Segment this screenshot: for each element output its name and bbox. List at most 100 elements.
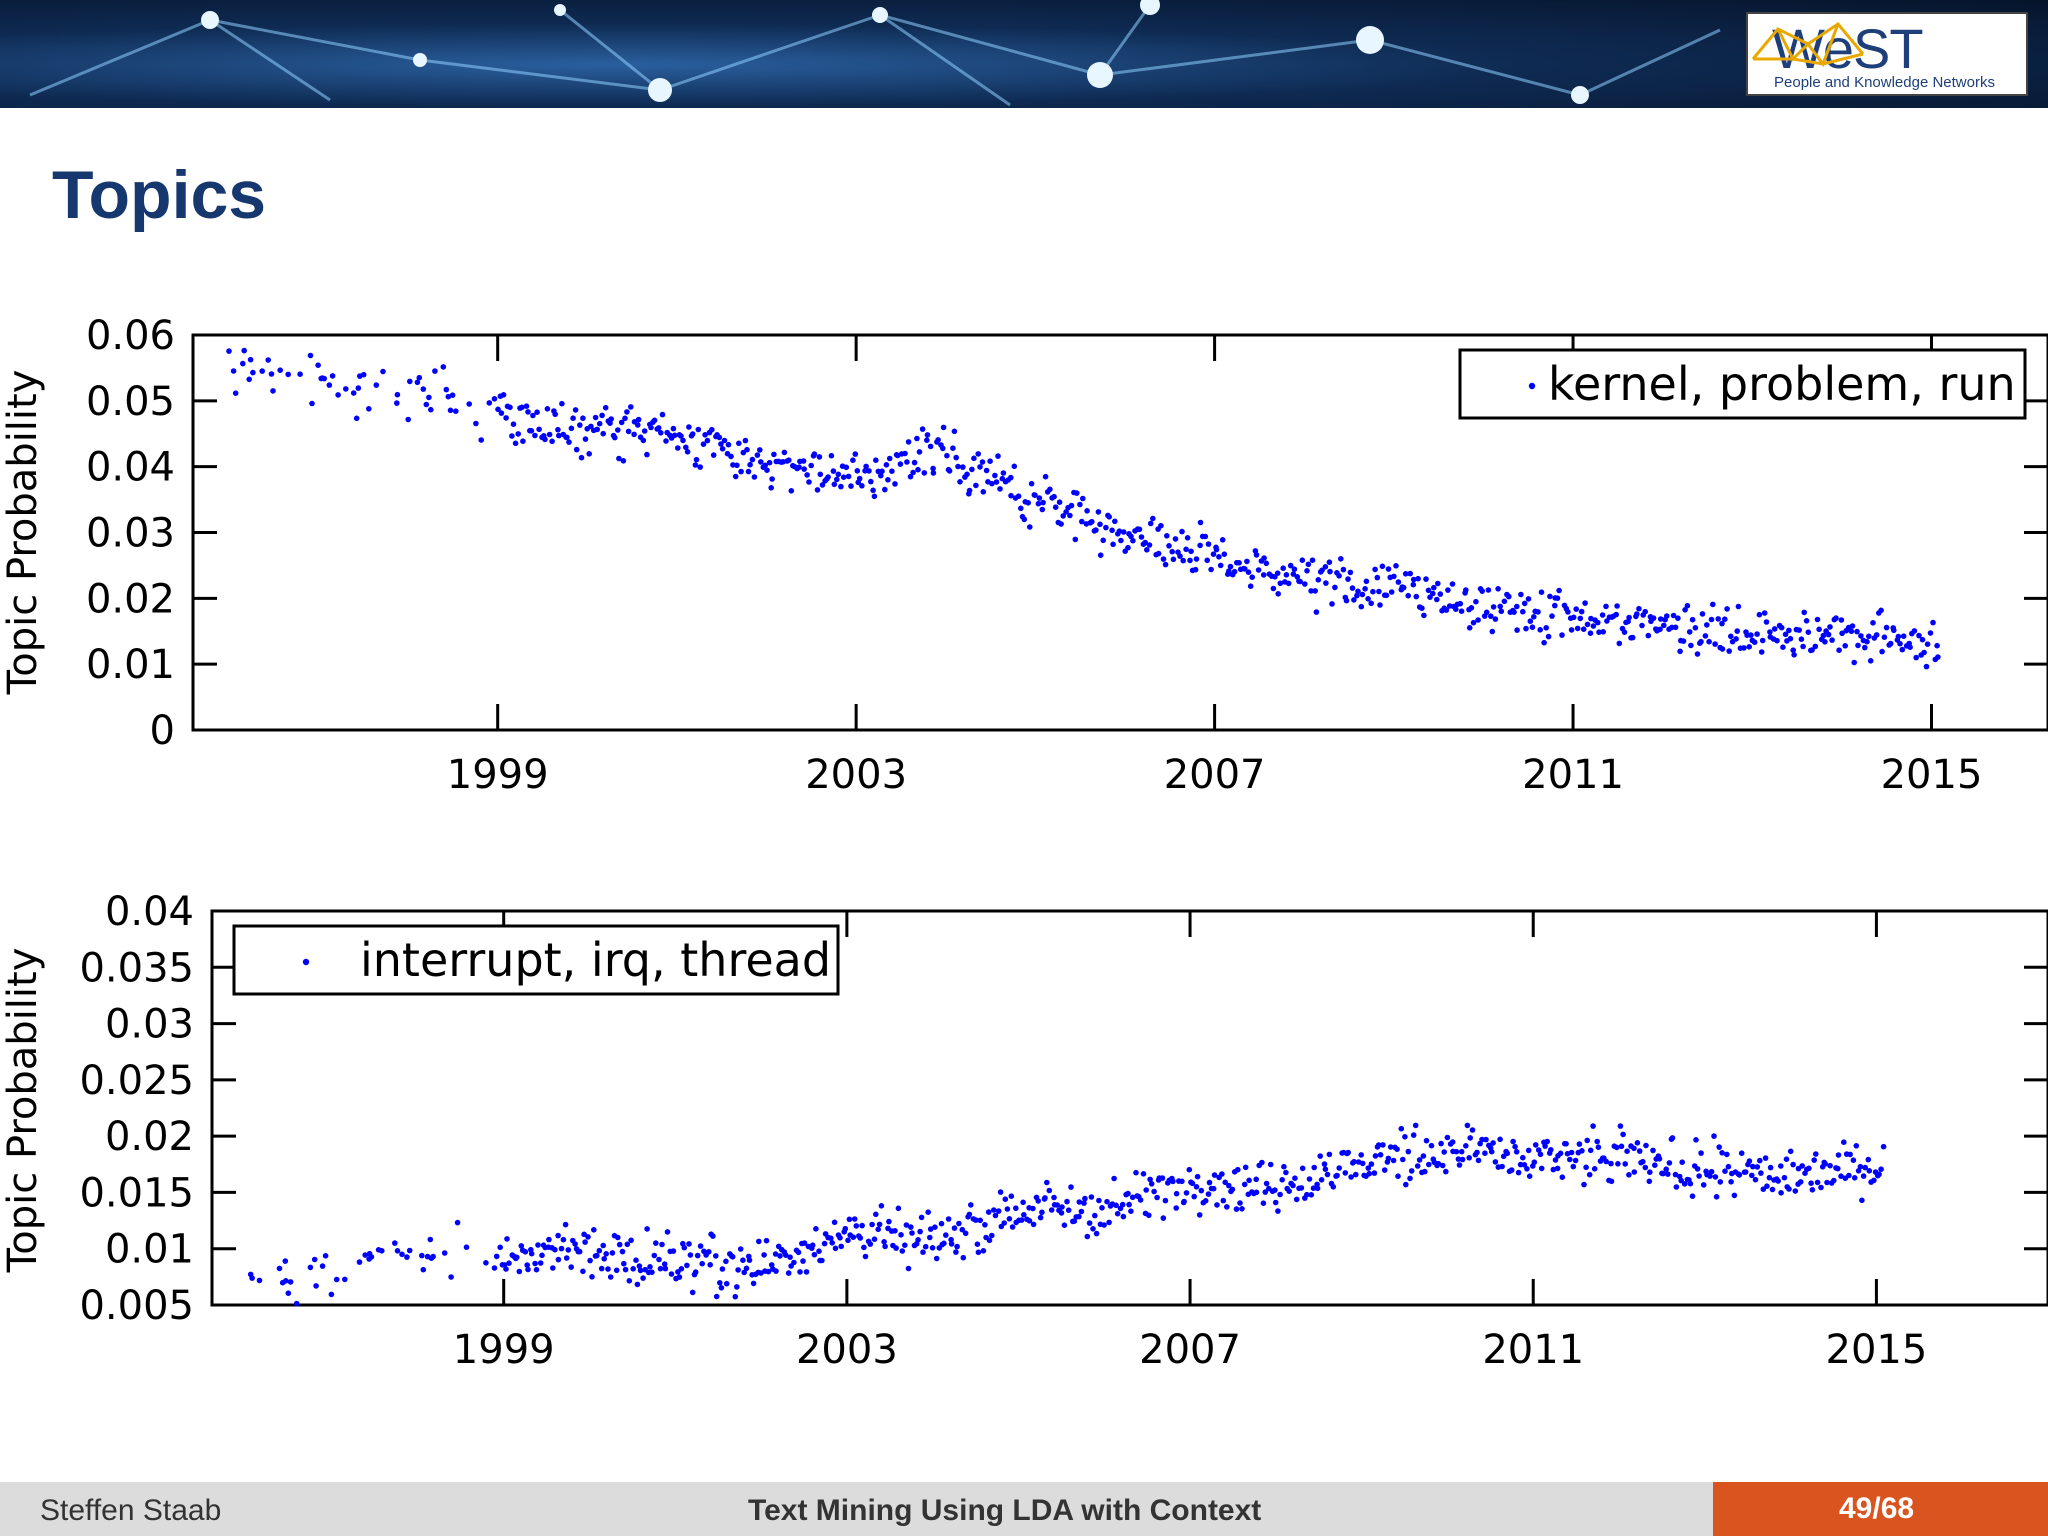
- data-point: [659, 1241, 665, 1248]
- data-point: [1372, 1153, 1379, 1159]
- data-point: [594, 1252, 600, 1259]
- data-point: [1391, 573, 1397, 580]
- data-point: [1160, 556, 1167, 562]
- data-point: [1272, 1199, 1279, 1206]
- data-point: [1059, 1204, 1065, 1210]
- data-point: [1245, 569, 1252, 575]
- data-point: [1146, 542, 1153, 548]
- data-point: [1453, 1148, 1460, 1155]
- data-point: [1183, 546, 1189, 553]
- data-point: [1338, 556, 1344, 562]
- x-tick-label: 2015: [1881, 752, 1983, 798]
- data-point: [1614, 603, 1620, 609]
- data-point: [648, 424, 654, 431]
- data-point: [713, 1293, 720, 1300]
- data-point: [1099, 1205, 1105, 1211]
- data-point: [1857, 1163, 1864, 1170]
- data-point: [1312, 588, 1318, 594]
- data-point: [1052, 504, 1059, 511]
- data-point: [1137, 1197, 1144, 1203]
- data-point: [1650, 615, 1657, 621]
- data-point: [1004, 1206, 1011, 1212]
- data-point: [1489, 628, 1496, 635]
- data-point: [1841, 1139, 1847, 1145]
- network-background-image: [29, 0, 1721, 107]
- data-point: [1679, 1159, 1685, 1165]
- data-point: [754, 452, 761, 458]
- data-point: [1879, 648, 1885, 655]
- data-point: [1488, 613, 1494, 619]
- data-point: [1138, 534, 1145, 540]
- data-point: [1809, 647, 1815, 653]
- data-point: [1008, 1193, 1015, 1199]
- y-tick-label: 0.005: [79, 1283, 194, 1329]
- data-point: [509, 433, 515, 439]
- data-point: [675, 445, 681, 451]
- data-point: [932, 1224, 938, 1230]
- data-point: [1547, 593, 1553, 600]
- data-point: [737, 1246, 744, 1252]
- data-point: [1187, 557, 1193, 564]
- data-point: [935, 437, 941, 443]
- y-tick-label: 0.04: [86, 445, 175, 491]
- data-point: [1559, 632, 1565, 638]
- data-point: [1430, 590, 1436, 597]
- data-point: [1538, 1165, 1545, 1172]
- data-point: [1464, 1122, 1471, 1129]
- data-point: [1800, 643, 1806, 650]
- data-point: [1537, 1151, 1544, 1158]
- data-point: [944, 452, 950, 459]
- data-point: [973, 1217, 979, 1223]
- data-point: [1698, 1150, 1704, 1156]
- data-point: [519, 404, 525, 411]
- data-point: [686, 1241, 692, 1247]
- data-point: [342, 1276, 348, 1283]
- data-point: [1221, 551, 1228, 557]
- data-point: [1485, 587, 1492, 593]
- data-point: [405, 416, 412, 423]
- data-point: [1067, 512, 1073, 519]
- data-point: [1492, 1159, 1499, 1165]
- data-point: [1395, 579, 1402, 585]
- data-point: [689, 1289, 696, 1296]
- data-point: [1847, 1151, 1853, 1158]
- data-point: [1220, 1197, 1227, 1204]
- data-point: [1582, 600, 1588, 606]
- data-point: [938, 1220, 945, 1227]
- data-point: [1351, 1158, 1357, 1165]
- data-point: [1030, 1205, 1036, 1212]
- data-point: [989, 480, 995, 487]
- data-point: [1183, 1190, 1190, 1196]
- data-point: [486, 400, 493, 406]
- data-point: [1682, 607, 1688, 613]
- data-point: [1114, 1210, 1121, 1217]
- data-point: [1781, 1174, 1788, 1181]
- data-point: [1752, 1176, 1759, 1183]
- data-point: [1851, 1175, 1858, 1181]
- data-point: [1797, 1179, 1804, 1185]
- data-point: [1330, 1184, 1337, 1190]
- data-point: [293, 1300, 300, 1307]
- data-point: [373, 382, 380, 388]
- data-point: [1767, 1164, 1774, 1171]
- data-point: [491, 1265, 498, 1271]
- data-point: [725, 441, 732, 448]
- data-point: [525, 1266, 531, 1273]
- footer-bar: Steffen Staab Text Mining Using LDA with…: [0, 1482, 2048, 1536]
- data-point: [535, 1242, 541, 1248]
- data-point: [1205, 1191, 1212, 1197]
- data-point: [747, 461, 753, 468]
- data-point: [1675, 615, 1681, 621]
- data-point: [1548, 1147, 1554, 1153]
- data-point: [1443, 1168, 1449, 1175]
- data-point: [1525, 1147, 1532, 1154]
- data-point: [678, 433, 684, 439]
- data-point: [516, 1268, 523, 1275]
- data-point: [956, 1220, 962, 1227]
- data-point: [631, 431, 637, 438]
- data-point: [1385, 1155, 1392, 1162]
- data-point: [1118, 537, 1124, 544]
- data-point: [1308, 1192, 1315, 1198]
- legend-marker: [1528, 382, 1536, 390]
- data-point: [585, 1234, 591, 1240]
